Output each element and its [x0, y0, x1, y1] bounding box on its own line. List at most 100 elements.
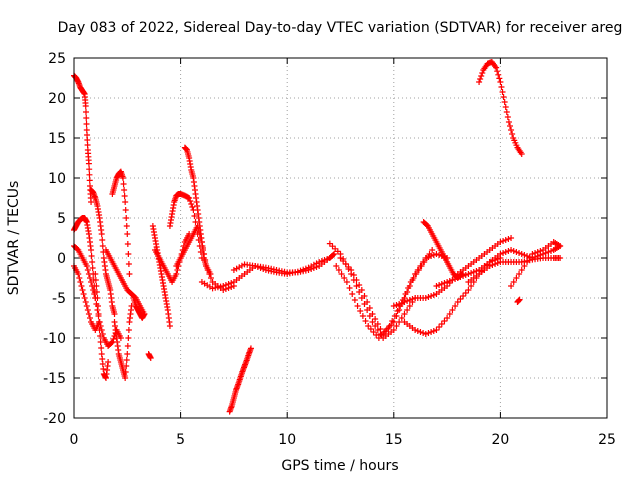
data-point — [75, 271, 82, 277]
x-tick-label: 0 — [70, 432, 79, 448]
data-point — [436, 252, 443, 258]
data-point — [374, 327, 381, 333]
data-point — [508, 127, 515, 133]
data-point — [125, 335, 132, 341]
data-point — [433, 327, 440, 333]
data-point — [85, 311, 92, 317]
data-point — [338, 271, 345, 277]
data-point — [86, 275, 93, 281]
data-point — [335, 267, 342, 273]
data-point — [85, 271, 92, 277]
data-point — [422, 331, 429, 337]
data-point — [222, 282, 229, 288]
data-point — [418, 263, 425, 269]
data-point — [92, 277, 99, 283]
data-point — [356, 282, 363, 288]
data-point — [436, 324, 443, 330]
data-point — [370, 329, 377, 335]
data-point — [357, 308, 364, 314]
data-point — [123, 223, 130, 229]
data-point — [545, 249, 552, 255]
y-tick-label: -15 — [43, 371, 66, 387]
data-point — [254, 264, 261, 270]
series-arc-15h — [390, 235, 515, 309]
data-point — [438, 321, 445, 327]
series-arc-21h — [514, 296, 523, 305]
data-point — [389, 318, 396, 324]
data-point — [123, 363, 130, 369]
data-point — [340, 258, 347, 264]
data-point — [121, 193, 128, 199]
data-point — [503, 109, 510, 115]
x-tick-label: 15 — [385, 432, 403, 448]
data-point — [417, 329, 424, 335]
data-point — [518, 151, 525, 157]
series-arc-3-5h — [145, 351, 154, 361]
data-point — [529, 251, 536, 257]
series-arc-bottom — [226, 345, 254, 415]
data-point — [477, 76, 484, 82]
data-point — [524, 259, 531, 265]
data-point — [124, 343, 131, 349]
data-point — [86, 166, 93, 173]
data-point — [206, 271, 213, 277]
data-point — [82, 103, 89, 109]
data-point — [110, 336, 117, 342]
data-point — [90, 287, 97, 293]
data-point — [537, 248, 544, 254]
data-point — [80, 291, 87, 297]
data-point — [122, 199, 129, 205]
data-point — [486, 263, 493, 269]
data-point — [493, 64, 500, 71]
data-point — [297, 267, 304, 274]
data-point — [409, 296, 416, 302]
data-point — [300, 266, 307, 273]
data-point — [494, 260, 501, 266]
series-arc-19h-top — [476, 59, 525, 157]
data-point — [441, 318, 448, 324]
data-point — [499, 89, 506, 95]
data-point — [402, 291, 409, 297]
y-tick-label: 5 — [57, 211, 66, 227]
data-point — [337, 255, 344, 261]
data-point — [341, 275, 348, 281]
data-point — [557, 255, 564, 261]
data-point — [465, 271, 472, 277]
data-point — [510, 279, 517, 285]
series-arc-early-high — [71, 72, 95, 205]
data-point — [449, 307, 456, 313]
data-point — [430, 252, 437, 258]
data-point — [454, 275, 461, 281]
data-point — [518, 251, 525, 257]
data-point — [421, 259, 428, 265]
data-point — [97, 339, 104, 345]
data-point — [460, 273, 467, 279]
data-point — [513, 275, 520, 281]
series-arc-13h-c — [333, 247, 436, 341]
data-point — [513, 249, 520, 255]
data-point — [367, 326, 374, 332]
data-point — [468, 283, 475, 289]
data-point — [82, 299, 89, 305]
data-point — [197, 235, 204, 241]
data-point — [398, 315, 405, 321]
data-point — [316, 259, 323, 265]
data-point — [84, 307, 91, 313]
data-point — [501, 99, 508, 105]
data-point — [121, 187, 128, 193]
data-point — [428, 329, 435, 335]
data-point — [452, 303, 459, 309]
data-point — [89, 265, 96, 271]
data-point — [470, 269, 477, 275]
data-point — [460, 293, 467, 299]
data-point — [188, 201, 195, 207]
data-point — [390, 303, 397, 309]
data-point — [343, 279, 350, 285]
data-point — [502, 249, 509, 255]
data-point — [86, 171, 93, 178]
data-point — [99, 243, 106, 249]
data-point — [225, 281, 232, 287]
series-arc-17h — [401, 255, 504, 337]
data-point — [495, 71, 502, 78]
